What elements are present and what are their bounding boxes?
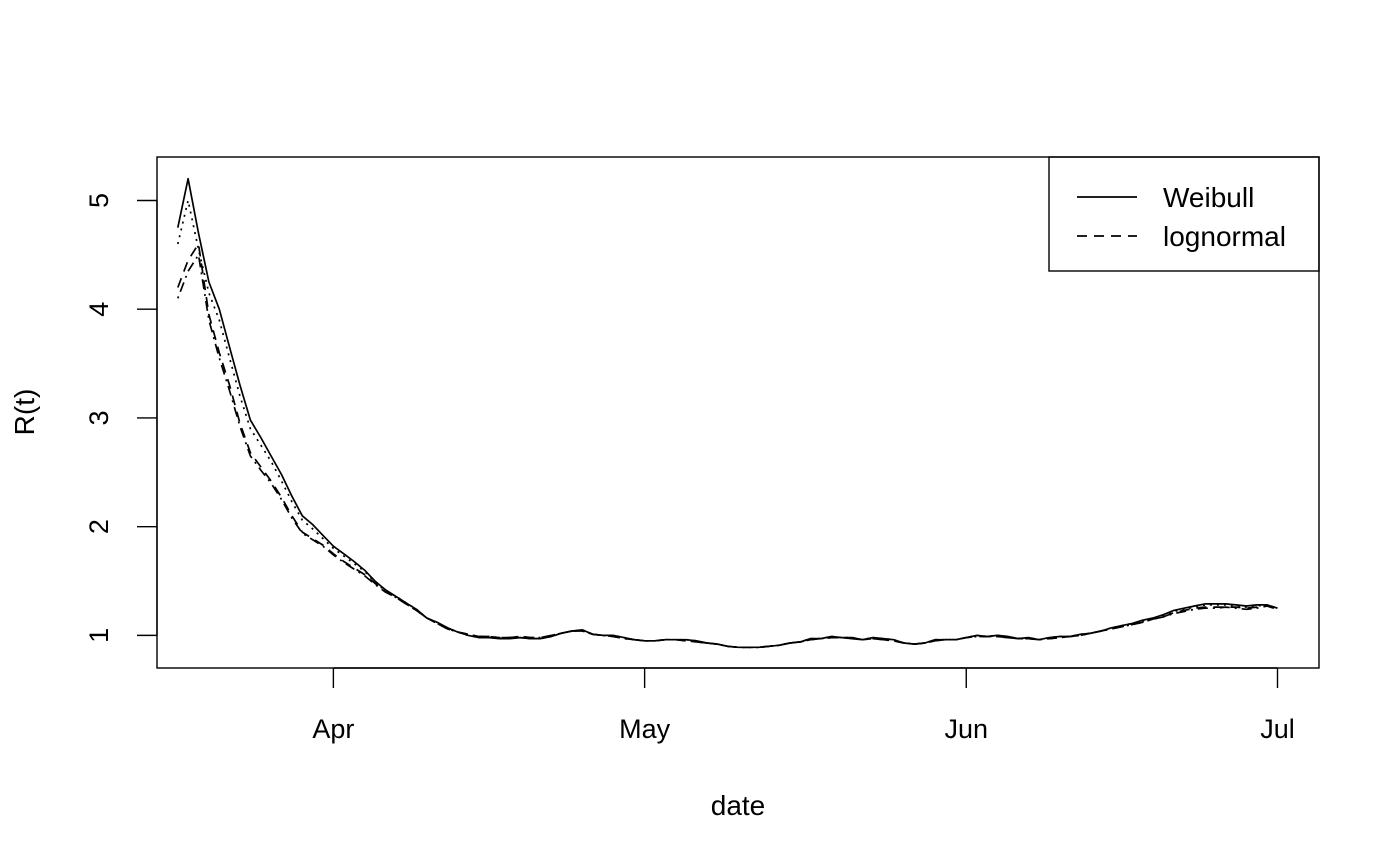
- series-layer: [176, 177, 1278, 649]
- legend-label-weibull: Weibull: [1163, 182, 1254, 213]
- series-line-weibull: [176, 177, 1278, 649]
- y-tick-label: 1: [84, 628, 114, 643]
- x-axis: Apr May Jun Jul: [312, 667, 1295, 744]
- y-tick-label: 3: [84, 410, 114, 425]
- y-tick-label: 4: [84, 302, 114, 317]
- y-axis: 1 2 3 4 5: [84, 193, 158, 643]
- series-line-extra-3: [177, 254, 1278, 649]
- plot-frame: [156, 156, 1320, 669]
- x-tick-label: May: [619, 714, 671, 744]
- series-line-extra-2: [176, 199, 1278, 649]
- x-tick-label: Apr: [312, 714, 354, 744]
- x-tick-label: Jun: [944, 714, 988, 744]
- y-tick-label: 5: [84, 193, 114, 208]
- y-axis-title: R(t): [9, 389, 40, 436]
- legend-label-lognormal: lognormal: [1163, 221, 1286, 252]
- legend-box: [1048, 156, 1320, 272]
- y-tick-label: 2: [84, 519, 114, 534]
- x-tick-label: Jul: [1260, 714, 1295, 744]
- x-axis-title: date: [711, 790, 766, 821]
- legend: Weibull lognormal: [1048, 156, 1320, 272]
- series-line-lognormal: [177, 243, 1278, 649]
